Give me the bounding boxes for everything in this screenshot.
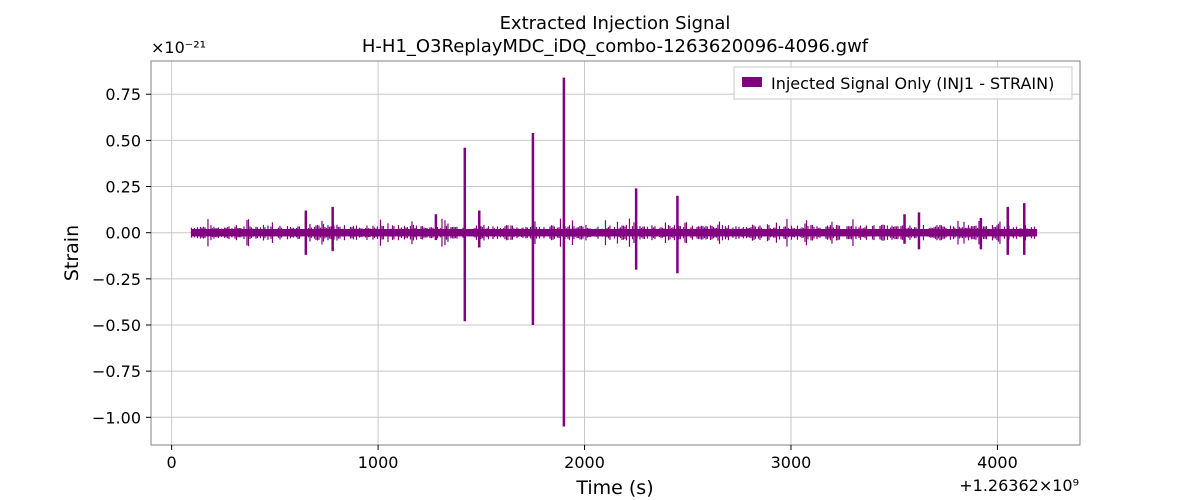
y-axis-ticks: 0.75 0.50 0.25 0.00 −0.25 −0.50 −0.75 −1.00 [92, 85, 151, 427]
x-axis-ticks: 0 1000 2000 3000 4000 [167, 445, 1018, 472]
y-tick-label: 0.50 [105, 131, 141, 150]
x-tick-label: 1000 [358, 453, 399, 472]
y-tick-label: 0.75 [105, 85, 141, 104]
legend-label: Injected Signal Only (INJ1 - STRAIN) [771, 74, 1054, 93]
x-tick-label: 0 [167, 453, 177, 472]
y-tick-label: 0.00 [105, 224, 141, 243]
plot-frame [150, 60, 1081, 446]
chart-title: Extracted Injection Signal [500, 13, 731, 34]
data-series [190, 77, 1038, 427]
x-tick-label: 2000 [564, 453, 605, 472]
y-offset-text: ×10⁻²¹ [151, 38, 206, 57]
chart-subtitle: H-H1_O3ReplayMDC_iDQ_combo-1263620096-40… [362, 36, 869, 57]
x-tick-label: 3000 [771, 453, 812, 472]
y-tick-label: −1.00 [92, 408, 141, 427]
y-axis-label: Strain [61, 225, 83, 281]
x-axis-label: Time (s) [575, 477, 653, 499]
y-tick-label: 0.25 [105, 178, 141, 197]
legend-box [733, 66, 1073, 100]
grid-lines [151, 61, 1080, 445]
y-tick-label: −0.50 [92, 316, 141, 335]
y-tick-label: −0.75 [92, 362, 141, 381]
legend-swatch [742, 77, 762, 87]
x-offset-text: +1.26362×10⁹ [959, 476, 1079, 495]
x-tick-label: 4000 [977, 453, 1018, 472]
y-tick-label: −0.25 [92, 270, 141, 289]
legend: Injected Signal Only (INJ1 - STRAIN) [733, 66, 1073, 100]
